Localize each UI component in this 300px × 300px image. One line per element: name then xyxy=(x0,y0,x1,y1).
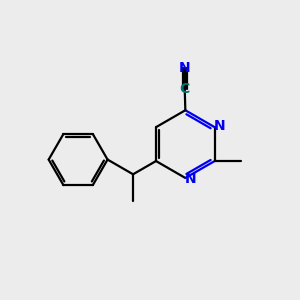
Text: N: N xyxy=(179,61,190,75)
Text: C: C xyxy=(180,82,190,96)
Text: N: N xyxy=(214,119,226,133)
Text: N: N xyxy=(185,172,197,186)
